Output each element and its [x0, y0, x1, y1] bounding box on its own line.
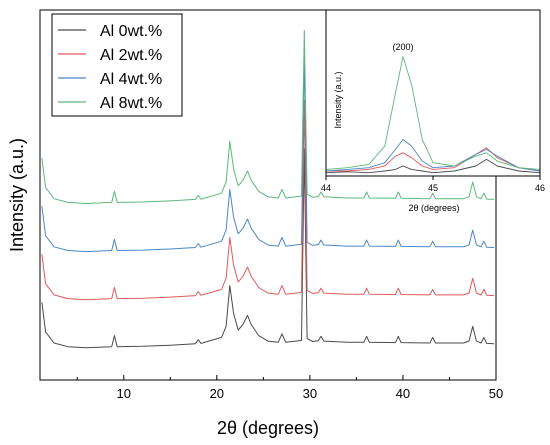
main-x-axis-label: 2θ (degrees)	[217, 418, 319, 438]
inset-x-tick-label: 45	[428, 183, 438, 193]
legend-label-2: Al 4wt.%	[100, 71, 162, 88]
inset-series	[325, 56, 541, 174]
inset-series-line-3	[325, 56, 541, 170]
main-y-axis-label: Intensity (a.u.)	[7, 138, 27, 252]
legend: Al 0wt.% Al 2wt.% Al 4wt.% Al 8wt.%	[51, 13, 183, 117]
main-x-ticks: 10 20 30 40 50	[76, 375, 503, 401]
main-x-tick-label: 50	[489, 386, 503, 401]
main-x-tick-label: 30	[303, 386, 317, 401]
legend-label-3: Al 8wt.%	[100, 95, 162, 112]
inset-x-axis-label: 2θ (degrees)	[408, 203, 459, 213]
inset-x-ticks: 44 45 46	[321, 176, 545, 193]
main-x-tick-label: 20	[210, 386, 224, 401]
legend-box	[51, 13, 183, 117]
main-plot-frame	[39, 9, 497, 381]
legend-label-1: Al 2wt.%	[100, 47, 162, 64]
inset-peak-annotation: (200)	[393, 42, 414, 52]
inset-plot: 44 45 46 (200) 2θ (degrees) Intensity (a.u…	[321, 9, 545, 213]
inset-series-line-1	[326, 147, 541, 172]
inset-x-tick-label: 44	[321, 183, 331, 193]
legend-label-0: Al 0wt.%	[100, 23, 162, 40]
inset-series-line-2	[325, 139, 541, 172]
main-series	[41, 29, 495, 349]
main-x-tick-label: 10	[117, 386, 131, 401]
inset-series-line-0	[325, 158, 541, 174]
main-plot: 10 20 30 40 50 2θ (degrees) Intensity (a.u.)	[7, 9, 503, 438]
main-series-line-0	[41, 148, 495, 349]
main-series-line-2	[41, 52, 495, 253]
main-x-tick-label: 40	[396, 386, 410, 401]
inset-plot-background	[326, 10, 540, 176]
main-series-line-1	[41, 100, 495, 301]
inset-y-axis-label: Intensity (a.u.)	[333, 71, 343, 128]
inset-x-tick-label: 46	[535, 183, 545, 193]
main-series-line-3	[41, 29, 495, 204]
